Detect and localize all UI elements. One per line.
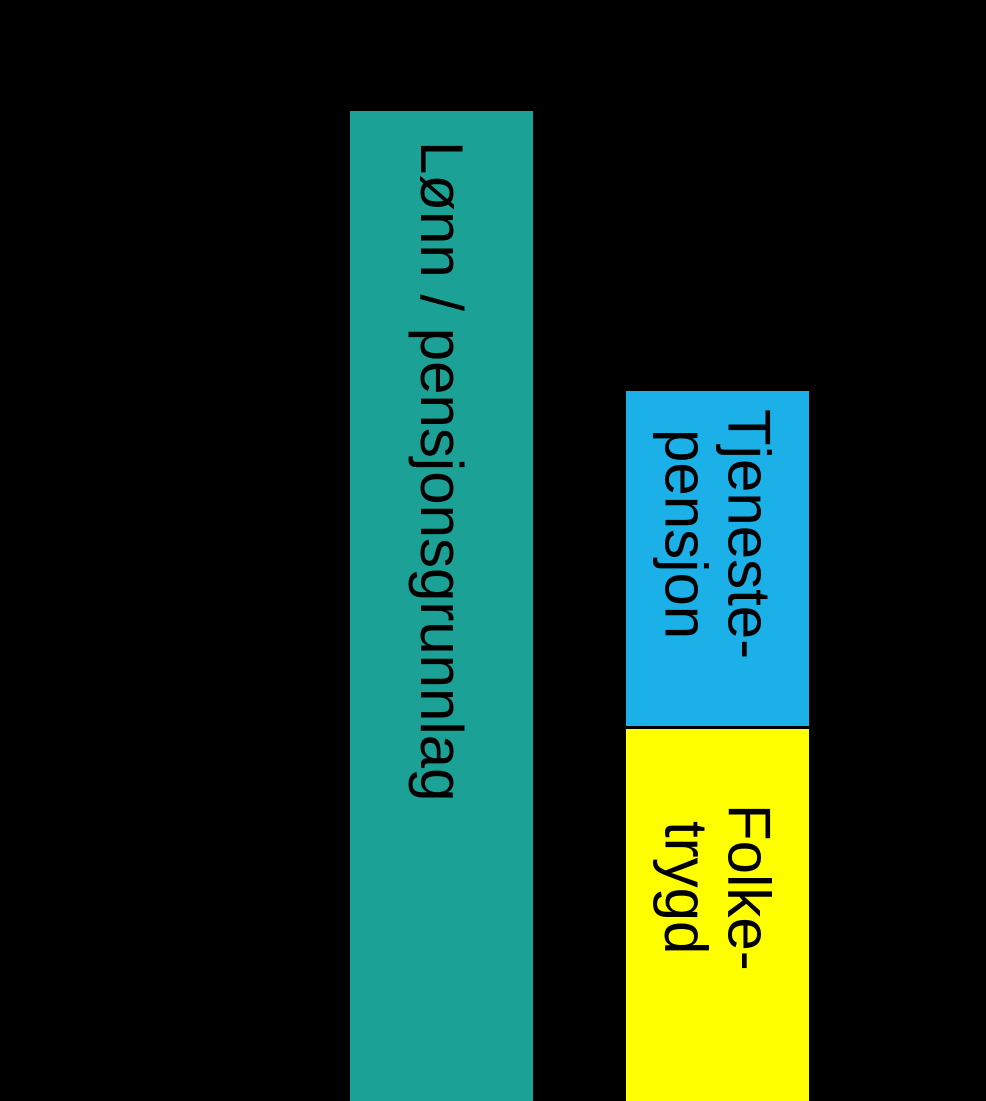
- bar-national-insurance: Folke- trygd: [623, 726, 812, 1101]
- bar-service-pension: Tjeneste- pensjon: [623, 388, 812, 726]
- bar-label-service-pension: Tjeneste- pensjon: [626, 409, 809, 729]
- bar-salary-basis: Lønn / pensjonsgrunnlag: [347, 108, 536, 1101]
- pension-chart: Lønn / pensjonsgrunnlag Tjeneste- pensjon…: [0, 0, 986, 1101]
- bar-label-salary-basis: Lønn / pensjonsgrunnlag: [350, 141, 533, 1101]
- bar-label-national-insurance: Folke- trygd: [626, 804, 809, 1101]
